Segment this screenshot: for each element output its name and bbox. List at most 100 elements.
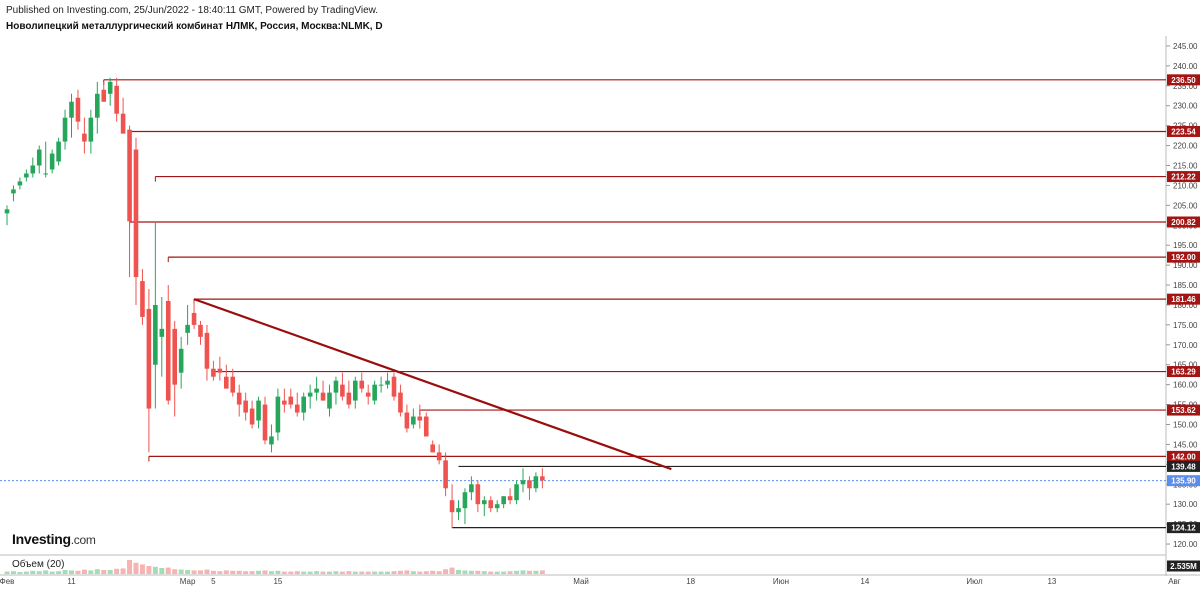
candle-body: [320, 392, 326, 401]
volume-bar: [456, 570, 461, 574]
y-tick-label: 170.00: [1173, 341, 1198, 350]
volume-bar: [146, 566, 152, 574]
volume-bar: [81, 569, 87, 574]
x-tick-label: Июл: [966, 577, 983, 586]
candle-body: [365, 392, 371, 397]
level-price-label: 236.50: [1171, 76, 1196, 85]
y-tick-label: 130.00: [1173, 500, 1198, 509]
volume-bar: [236, 570, 242, 574]
volume-bar: [120, 568, 126, 574]
level-price-label: 153.62: [1171, 406, 1196, 415]
y-tick-label: 230.00: [1173, 102, 1198, 111]
y-tick-label: 245.00: [1173, 42, 1198, 51]
volume-bar: [462, 570, 468, 574]
candle-body: [114, 85, 119, 114]
candle-body: [133, 149, 139, 278]
volume-bar: [501, 571, 507, 574]
x-tick-label: Июн: [773, 577, 789, 586]
candle-body: [165, 300, 171, 401]
y-tick-label: 120.00: [1173, 540, 1198, 549]
x-tick-label: Мар: [180, 577, 196, 586]
volume-bar: [301, 571, 307, 574]
candle-body: [540, 476, 545, 481]
candle-body: [69, 101, 74, 118]
volume-bar: [4, 571, 10, 574]
candle-body: [449, 500, 455, 513]
candle-body: [475, 484, 481, 505]
volume-bar: [307, 571, 313, 574]
candlesticks: [4, 77, 545, 529]
volume-bar: [391, 571, 397, 574]
time-axis: Фев11Мар515Май18Июн14Июл13Авг11Сен13Окт1…: [0, 577, 1181, 586]
volume-bar: [288, 571, 294, 574]
candle-body: [224, 376, 229, 389]
x-tick-label: 5: [211, 577, 216, 586]
current-price-tag: [1167, 475, 1200, 487]
candle-body: [327, 392, 332, 409]
y-tick-label: 195.00: [1173, 241, 1198, 250]
x-tick-label: Май: [573, 577, 589, 586]
candle-body: [443, 460, 448, 489]
candle-body: [501, 496, 506, 505]
level-price-tag: [1167, 216, 1200, 228]
level-price-label: 124.12: [1171, 524, 1196, 533]
volume-bar: [56, 571, 62, 574]
volume-bar: [327, 571, 332, 574]
candle-body: [185, 324, 190, 333]
candle-body: [204, 332, 210, 369]
volume-indicator-label: Объем (20): [12, 559, 65, 570]
candle-body: [236, 392, 242, 405]
candle-body: [353, 380, 358, 401]
volume-bar: [217, 571, 223, 574]
y-tick-label: 205.00: [1173, 201, 1198, 210]
level-price-label: 139.48: [1171, 462, 1196, 471]
candle-body: [417, 416, 423, 421]
volume-bar: [69, 570, 74, 574]
volume-bar: [230, 570, 236, 574]
volume-bar: [443, 569, 449, 574]
volume-bar: [294, 571, 300, 574]
candle-body: [24, 173, 29, 178]
x-tick-label: 11: [67, 577, 76, 586]
candle-body: [520, 480, 526, 485]
volume-bar: [88, 570, 94, 574]
volume-bar: [223, 570, 229, 574]
candle-body: [391, 376, 397, 397]
y-tick-label: 240.00: [1173, 62, 1198, 71]
candle-body: [533, 476, 539, 489]
candle-body: [346, 392, 352, 405]
y-tick-label: 235.00: [1173, 82, 1198, 91]
level-price-tag: [1167, 125, 1200, 137]
volume-bar: [114, 568, 120, 574]
candle-body: [307, 392, 313, 397]
x-tick-label: 15: [273, 577, 282, 586]
candle-body: [462, 492, 468, 509]
volume-bar: [410, 571, 416, 574]
volume-bar: [243, 571, 249, 574]
y-tick-label: 165.00: [1173, 361, 1198, 370]
volume-bar: [256, 570, 262, 574]
volume-bar: [275, 570, 281, 574]
volume-bar: [281, 571, 287, 574]
volume-bar: [127, 560, 133, 574]
volume-bar: [268, 571, 274, 574]
volume-bar: [468, 570, 474, 574]
candle-body: [385, 380, 390, 385]
candle-body: [256, 400, 261, 421]
candle-body: [36, 149, 42, 166]
candle-body: [17, 181, 23, 186]
candle-body: [527, 480, 532, 489]
candle-body: [249, 408, 255, 425]
volume-bar: [23, 571, 29, 574]
volume-bar: [172, 569, 178, 574]
volume-bar: [191, 570, 197, 574]
candle-body: [198, 324, 203, 337]
candle-body: [372, 384, 377, 401]
candle-body: [178, 348, 184, 373]
x-tick-label: 14: [860, 577, 869, 586]
candle-body: [127, 129, 132, 222]
volume-bar: [526, 570, 532, 574]
level-price-tag: [1167, 74, 1200, 86]
volume-bar: [178, 569, 184, 574]
